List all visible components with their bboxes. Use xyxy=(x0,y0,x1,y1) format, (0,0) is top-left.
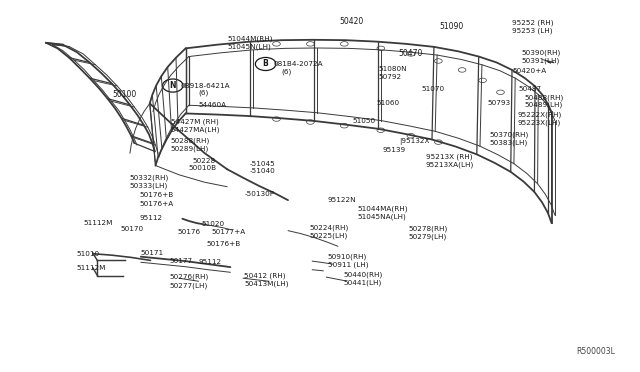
Text: 50171: 50171 xyxy=(141,250,164,256)
Text: 51010: 51010 xyxy=(77,251,100,257)
Text: 0B918-6421A: 0B918-6421A xyxy=(180,83,230,89)
Text: 51090: 51090 xyxy=(439,22,463,31)
Text: 51070: 51070 xyxy=(421,86,444,92)
Text: 51044MA(RH): 51044MA(RH) xyxy=(357,205,408,212)
Text: 50228: 50228 xyxy=(192,158,215,164)
Text: 50224(RH): 50224(RH) xyxy=(310,224,349,231)
Text: 50792: 50792 xyxy=(379,74,402,80)
Text: -51040: -51040 xyxy=(250,168,275,174)
Text: 50390(RH): 50390(RH) xyxy=(522,49,561,56)
Text: 50279(LH): 50279(LH) xyxy=(408,234,447,240)
Text: 50487: 50487 xyxy=(518,86,541,92)
Text: 50276(RH): 50276(RH) xyxy=(170,274,209,280)
Text: -50130P: -50130P xyxy=(244,191,275,197)
Text: |95132X: |95132X xyxy=(399,138,430,145)
Text: 51044M(RH): 51044M(RH) xyxy=(227,36,273,42)
Text: 50288(RH): 50288(RH) xyxy=(171,137,210,144)
Text: 50176+A: 50176+A xyxy=(140,201,174,207)
Text: 50177+A: 50177+A xyxy=(211,230,246,235)
Text: 50470: 50470 xyxy=(398,49,422,58)
Text: 50440(RH): 50440(RH) xyxy=(343,271,382,278)
Text: B: B xyxy=(263,60,268,68)
Text: (6): (6) xyxy=(282,68,292,75)
Text: R500003L: R500003L xyxy=(576,347,615,356)
Text: 95139: 95139 xyxy=(383,147,406,153)
Text: 95223X(LH): 95223X(LH) xyxy=(517,119,561,126)
Text: 50420+A: 50420+A xyxy=(512,68,547,74)
Text: 54427M (RH): 54427M (RH) xyxy=(171,119,219,125)
Text: 51060: 51060 xyxy=(376,100,399,106)
Text: 54460A: 54460A xyxy=(198,102,227,108)
Text: 95112: 95112 xyxy=(140,215,163,221)
Text: N: N xyxy=(170,81,176,90)
Text: 95122N: 95122N xyxy=(328,197,356,203)
Text: 51112M: 51112M xyxy=(77,265,106,271)
Text: 50391(LH): 50391(LH) xyxy=(522,58,560,64)
Text: 95112: 95112 xyxy=(198,259,221,265)
Text: 51020: 51020 xyxy=(202,221,225,227)
Text: 50176: 50176 xyxy=(178,230,201,235)
Text: (6): (6) xyxy=(198,90,209,96)
Text: 51045NA(LH): 51045NA(LH) xyxy=(357,213,406,220)
Text: 50176+B: 50176+B xyxy=(140,192,174,198)
Text: 50441(LH): 50441(LH) xyxy=(343,279,381,286)
Text: 50412 (RH): 50412 (RH) xyxy=(244,273,286,279)
Text: 50489(LH): 50489(LH) xyxy=(525,102,563,108)
Text: 50911 (LH): 50911 (LH) xyxy=(328,262,368,268)
Text: 50225(LH): 50225(LH) xyxy=(310,232,348,239)
Text: 50289(LH): 50289(LH) xyxy=(171,145,209,152)
Text: 50332(RH): 50332(RH) xyxy=(129,174,168,181)
Text: 50370(RH): 50370(RH) xyxy=(490,131,529,138)
Text: 50488(RH): 50488(RH) xyxy=(525,94,564,101)
Text: 50383(LH): 50383(LH) xyxy=(490,140,528,146)
Text: 50413M(LH): 50413M(LH) xyxy=(244,281,289,288)
Text: 95252 (RH): 95252 (RH) xyxy=(512,19,554,26)
Text: 51080N: 51080N xyxy=(379,66,408,72)
Text: 081B4-2072A: 081B4-2072A xyxy=(274,61,324,67)
Text: 50177: 50177 xyxy=(170,258,193,264)
Text: 51045N(LH): 51045N(LH) xyxy=(227,44,271,51)
Text: 50277(LH): 50277(LH) xyxy=(170,282,208,289)
Text: 51112M: 51112M xyxy=(83,220,113,226)
Text: 50333(LH): 50333(LH) xyxy=(129,183,168,189)
Text: 54427MA(LH): 54427MA(LH) xyxy=(171,127,220,134)
Text: 50010B: 50010B xyxy=(188,165,216,171)
Text: 95222X(RH): 95222X(RH) xyxy=(517,111,561,118)
Text: 51050: 51050 xyxy=(352,118,375,124)
Text: 95213X (RH): 95213X (RH) xyxy=(426,154,472,160)
Text: 95213XA(LH): 95213XA(LH) xyxy=(426,162,474,169)
Text: 50176+B: 50176+B xyxy=(206,241,241,247)
Text: 50420: 50420 xyxy=(339,17,364,26)
Text: 50910(RH): 50910(RH) xyxy=(328,253,367,260)
Text: -51045: -51045 xyxy=(250,161,275,167)
Text: 50793: 50793 xyxy=(488,100,511,106)
Text: 50100: 50100 xyxy=(112,90,136,99)
Text: 95253 (LH): 95253 (LH) xyxy=(512,27,552,34)
Text: 50170: 50170 xyxy=(120,226,143,232)
Text: 50278(RH): 50278(RH) xyxy=(408,225,447,232)
